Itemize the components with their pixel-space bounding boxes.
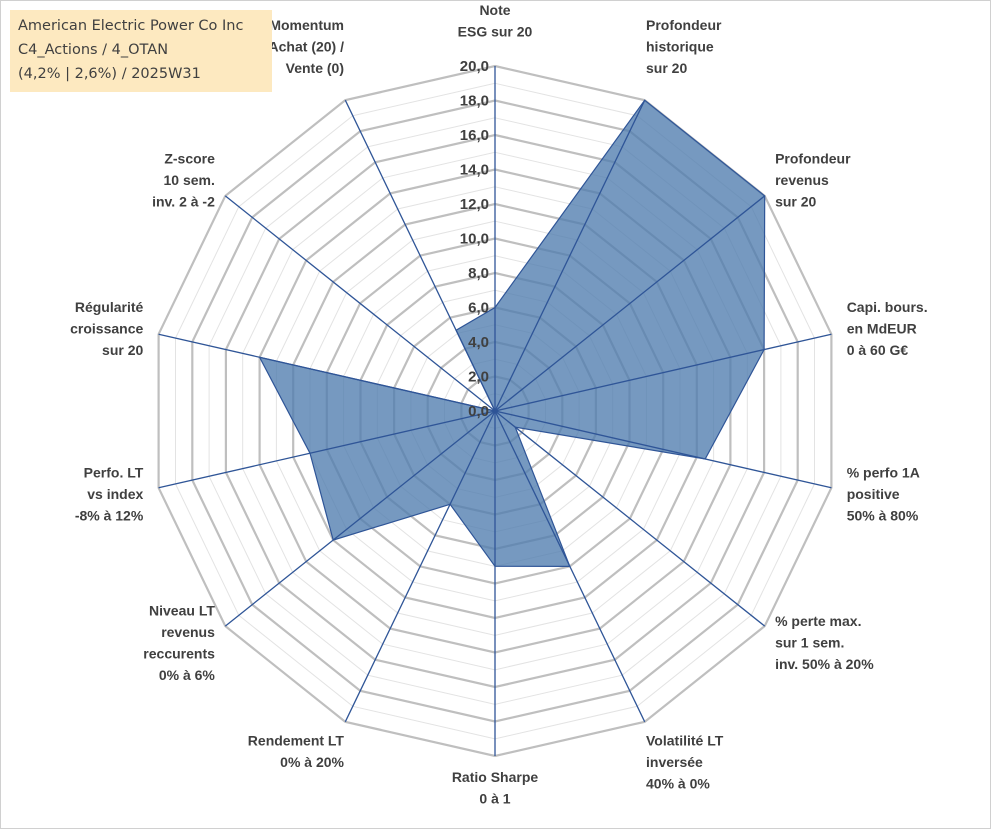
axis-label-line: Note xyxy=(479,2,510,18)
radar-axis-labels: Note ESG sur 20 Profondeur historique sur 20… xyxy=(70,2,927,807)
portfolio-label: C4_Actions / 4_OTAN xyxy=(18,42,169,58)
axis-label-line: sur 1 sem. xyxy=(775,635,844,651)
axis-label-line: 10 sem. xyxy=(164,172,215,188)
axis-label-line: revenus xyxy=(161,624,215,640)
axis-label-line: en MdEUR xyxy=(847,321,917,337)
axis-label-line: croissance xyxy=(70,321,143,337)
radar-tick-labels: 0,0 2,0 4,0 6,0 8,0 10,0 12,0 14,0 16,0 18,0 20,0 xyxy=(460,58,489,420)
radar-series xyxy=(258,99,766,568)
tick-label: 0,0 xyxy=(468,403,489,420)
stats-week-label: (4,2% | 2,6%) / 2025W31 xyxy=(18,66,201,82)
tick-label: 2,0 xyxy=(468,369,489,386)
axis-label-line: inv. 2 à -2 xyxy=(152,193,215,209)
radar-spoke xyxy=(494,410,766,627)
radar-spoke xyxy=(494,333,832,412)
axis-label-line: inversée xyxy=(646,754,703,770)
axis-label-line: historique xyxy=(646,39,714,55)
axis-label: Note ESG sur 20 xyxy=(458,2,533,40)
radar-spoke xyxy=(224,410,496,627)
axis-label-line: 50% à 80% xyxy=(847,507,919,523)
tick-label: 18,0 xyxy=(460,93,489,110)
axis-label: Niveau LT revenus reccurents 0% à 6% xyxy=(143,602,215,683)
axis-label: Momentum Achat (20) / Vente (0) xyxy=(269,17,345,76)
tick-label: 20,0 xyxy=(460,58,489,75)
radar-spoke xyxy=(344,410,496,723)
tick-label: 8,0 xyxy=(468,265,489,282)
radar-spoke xyxy=(158,333,496,412)
axis-label-line: sur 20 xyxy=(102,342,143,358)
tick-label: 6,0 xyxy=(468,300,489,317)
tick-label: 4,0 xyxy=(468,334,489,351)
axis-label-line: 0 à 60 G€ xyxy=(847,342,909,358)
axis-label-line: sur 20 xyxy=(646,60,687,76)
radar-spoke xyxy=(494,410,646,723)
axis-label-line: Momentum xyxy=(269,17,344,33)
radar-spokes xyxy=(158,66,832,756)
radar-spoke xyxy=(494,410,832,489)
axis-label-line: 0% à 6% xyxy=(159,667,216,683)
axis-label-line: -8% à 12% xyxy=(75,507,144,523)
axis-label-line: revenus xyxy=(775,172,829,188)
axis-label: Rendement LT 0% à 20% xyxy=(248,732,345,770)
axis-label: Régularité croissance sur 20 xyxy=(70,299,143,358)
axis-label: % perfo 1A positive 50% à 80% xyxy=(847,464,920,523)
radar-spoke xyxy=(494,195,766,412)
tick-label: 14,0 xyxy=(460,162,489,179)
axis-label-line: % perfo 1A xyxy=(847,464,920,480)
axis-label-line: Perfo. LT xyxy=(84,464,144,480)
axis-label: Ratio Sharpe 0 à 1 xyxy=(452,769,539,807)
company-name: American Electric Power Co Inc xyxy=(18,18,244,34)
axis-label-line: 0% à 20% xyxy=(280,754,344,770)
axis-label-line: ESG sur 20 xyxy=(458,24,533,40)
tick-label: 12,0 xyxy=(460,196,489,213)
axis-label: Profondeur historique sur 20 xyxy=(646,17,722,76)
axis-label-line: Rendement LT xyxy=(248,732,345,748)
axis-label-line: Niveau LT xyxy=(149,602,215,618)
axis-label-line: Achat (20) / xyxy=(269,39,345,55)
axis-label: Z-score 10 sem. inv. 2 à -2 xyxy=(152,150,215,209)
axis-label: Volatilité LT inversée 40% à 0% xyxy=(646,732,724,791)
tick-label: 16,0 xyxy=(460,127,489,144)
axis-label-line: reccurents xyxy=(143,645,215,661)
axis-label-line: Vente (0) xyxy=(286,60,344,76)
axis-label: Perfo. LT vs index -8% à 12% xyxy=(75,464,144,523)
tick-label: 10,0 xyxy=(460,231,489,248)
axis-label-line: Ratio Sharpe xyxy=(452,769,539,785)
radar-spoke xyxy=(344,99,496,412)
axis-label-line: 40% à 0% xyxy=(646,775,710,791)
axis-label-line: Profondeur xyxy=(775,150,851,166)
axis-label-line: Régularité xyxy=(75,299,144,315)
axis-label-line: Capi. bours. xyxy=(847,299,928,315)
axis-label-line: vs index xyxy=(87,486,143,502)
axis-label-line: % perte max. xyxy=(775,613,861,629)
axis-label-line: Volatilité LT xyxy=(646,732,724,748)
axis-label: Profondeur revenus sur 20 xyxy=(775,150,851,209)
radar-spoke xyxy=(158,410,496,489)
title-box: American Electric Power Co Inc C4_Action… xyxy=(10,10,272,92)
radar-spoke xyxy=(494,99,646,412)
axis-label-line: inv. 50% à 20% xyxy=(775,656,874,672)
axis-label-line: positive xyxy=(847,486,900,502)
axis-label: % perte max. sur 1 sem. inv. 50% à 20% xyxy=(775,613,874,672)
axis-label-line: Z-score xyxy=(164,150,215,166)
radar-spoke xyxy=(224,195,496,412)
axis-label-line: sur 20 xyxy=(775,193,816,209)
axis-label-line: 0 à 1 xyxy=(479,791,510,807)
axis-label-line: Profondeur xyxy=(646,17,722,33)
series-area xyxy=(258,99,766,568)
axis-label: Capi. bours. en MdEUR 0 à 60 G€ xyxy=(847,299,928,358)
